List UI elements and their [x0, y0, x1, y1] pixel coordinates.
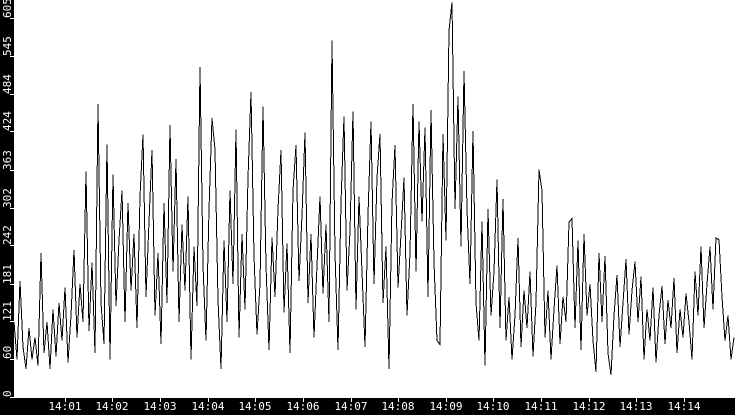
- x-tick-label: 14:07: [334, 400, 368, 413]
- x-tick: [351, 398, 352, 402]
- y-tick: [10, 56, 14, 57]
- x-tick-label: 14:04: [191, 400, 225, 413]
- x-tick: [255, 398, 256, 402]
- x-axis: 14:01 14:02 14:03 14:04 14:05 14:06 14:07 14:08…: [0, 398, 735, 415]
- x-tick-label: 14:14: [667, 400, 701, 413]
- x-tick-label: 14:11: [524, 400, 558, 413]
- y-tick-label: 60: [1, 345, 14, 359]
- y-tick-label: 302: [1, 188, 14, 208]
- y-tick: [10, 245, 14, 246]
- plot-area: [13, 2, 735, 376]
- y-tick: [10, 397, 14, 398]
- y-tick: [10, 18, 14, 19]
- x-tick-label: 14:02: [95, 400, 129, 413]
- y-tick-label: 0: [1, 390, 14, 397]
- y-tick: [10, 131, 14, 132]
- x-tick-label: 14:03: [143, 400, 177, 413]
- y-tick: [10, 208, 14, 209]
- x-tick: [112, 398, 113, 402]
- x-tick-label: 14:12: [572, 400, 606, 413]
- y-tick-label: 242: [1, 225, 14, 245]
- x-tick-label: 14:05: [238, 400, 272, 413]
- y-tick-label: 424: [1, 111, 14, 131]
- y-tick: [10, 321, 14, 322]
- x-tick: [65, 398, 66, 402]
- x-tick: [208, 398, 209, 402]
- y-tick: [10, 359, 14, 360]
- x-tick-label: 14:08: [381, 400, 415, 413]
- x-tick: [589, 398, 590, 402]
- y-axis: 0 60 121 181 242 302 363 424 484 545 605: [0, 0, 14, 398]
- x-tick: [636, 398, 637, 402]
- y-tick-label: 484: [1, 74, 14, 94]
- y-tick-label: 545: [1, 36, 14, 56]
- y-tick-label: 605: [1, 0, 14, 18]
- x-tick: [303, 398, 304, 402]
- x-tick-label: 14:09: [429, 400, 463, 413]
- x-tick: [160, 398, 161, 402]
- y-tick: [10, 170, 14, 171]
- x-tick-label: 14:13: [619, 400, 653, 413]
- x-tick-label: 14:10: [476, 400, 510, 413]
- y-tick: [10, 94, 14, 95]
- y-tick-label: 363: [1, 150, 14, 170]
- y-tick: [10, 284, 14, 285]
- x-tick: [398, 398, 399, 402]
- y-tick-label: 121: [1, 301, 14, 321]
- y-tick-label: 181: [1, 264, 14, 284]
- x-tick-label: 14:01: [48, 400, 82, 413]
- x-tick-label: 14:06: [286, 400, 320, 413]
- x-tick: [446, 398, 447, 402]
- x-tick: [493, 398, 494, 402]
- series-line: [13, 2, 735, 376]
- x-tick: [684, 398, 685, 402]
- x-tick: [541, 398, 542, 402]
